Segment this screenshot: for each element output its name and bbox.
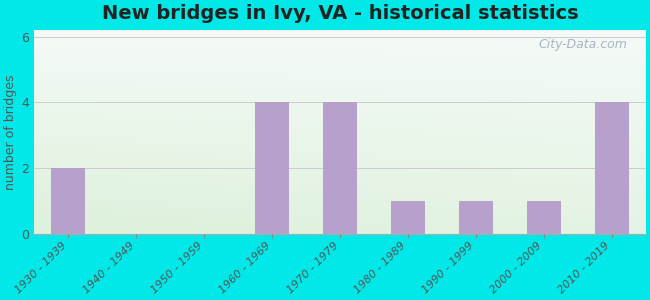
Bar (595, 103, 629, 234)
Bar (51, 168, 85, 234)
Bar (459, 201, 493, 234)
Bar (527, 201, 561, 234)
Bar (323, 103, 357, 234)
Bar (391, 201, 425, 234)
Title: New bridges in Ivy, VA - historical statistics: New bridges in Ivy, VA - historical stat… (101, 4, 578, 23)
Text: City-Data.com: City-Data.com (539, 38, 627, 51)
Bar (255, 103, 289, 234)
Y-axis label: number of bridges: number of bridges (4, 74, 17, 190)
